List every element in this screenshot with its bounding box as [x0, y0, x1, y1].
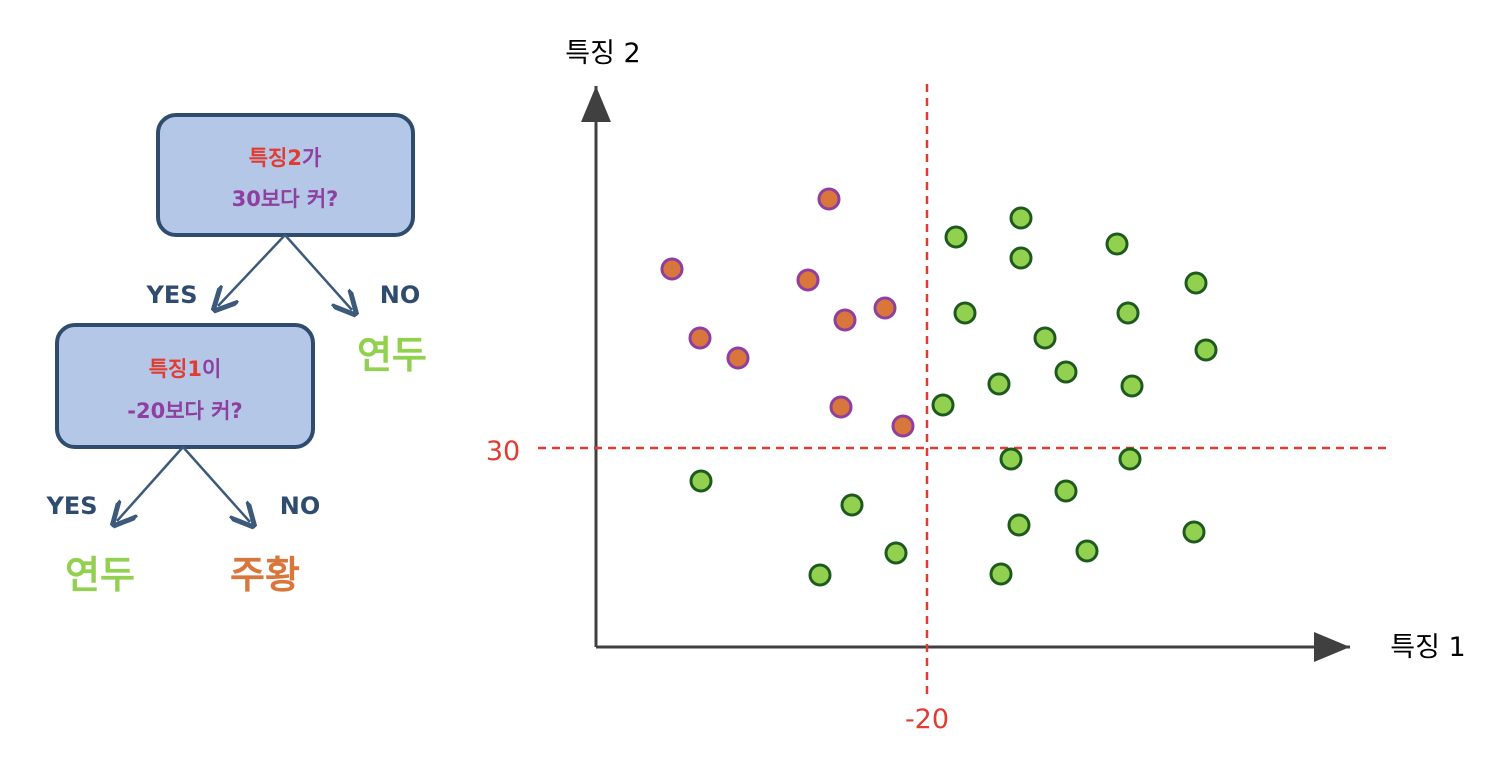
green-point	[1105, 232, 1129, 256]
root-no-leaf: 연두	[357, 333, 427, 377]
orange-point	[726, 346, 750, 370]
child-no-label: NO	[280, 492, 321, 520]
orange-point	[688, 326, 712, 350]
green-point	[953, 301, 977, 325]
child-feature: 특징1	[149, 357, 202, 381]
orange-point	[829, 395, 853, 419]
child-no-arrow	[182, 446, 250, 522]
child-node-line1: 특징1이	[149, 357, 222, 381]
scatter-plot: 특징 2 특징 1 -20 30	[486, 38, 1466, 735]
green-point	[989, 562, 1013, 586]
root-suffix: 가	[302, 146, 322, 170]
orange-point	[796, 268, 820, 292]
child-yes-leaf: 연두	[65, 553, 135, 597]
green-point	[1120, 374, 1144, 398]
orange-point	[873, 296, 897, 320]
green-point	[931, 393, 955, 417]
green-point	[1033, 326, 1057, 350]
root-no-arrow	[284, 234, 352, 310]
green-point	[1182, 520, 1206, 544]
green-point	[1054, 479, 1078, 503]
y-axis-label: 특징 2	[565, 38, 640, 69]
root-feature: 특징2	[249, 146, 302, 170]
child-yes-label: YES	[45, 492, 97, 520]
green-point	[1118, 447, 1142, 471]
green-point	[1184, 271, 1208, 295]
orange-point	[817, 187, 841, 211]
root-yes-label: YES	[145, 281, 197, 309]
child-yes-arrow	[117, 446, 184, 521]
green-point	[987, 372, 1011, 396]
root-node-box	[156, 113, 415, 237]
decision-tree: 특징2가 30보다 커? YES NO 연두 특징1이 -20보다 커? YES…	[45, 113, 427, 597]
green-point	[884, 541, 908, 565]
child-node-condition: -20보다 커?	[127, 399, 242, 423]
green-point	[1194, 338, 1218, 362]
green-point	[999, 447, 1023, 471]
green-point	[1009, 246, 1033, 270]
orange-point	[891, 414, 915, 438]
green-point	[1116, 301, 1140, 325]
green-point	[944, 225, 968, 249]
root-no-label: NO	[380, 281, 421, 309]
child-no-leaf: 주황	[230, 553, 300, 597]
root-node-condition: 30보다 커?	[232, 187, 339, 211]
orange-point	[660, 257, 684, 281]
root-node-line1: 특징2가	[249, 146, 322, 170]
child-suffix: 이	[202, 357, 221, 381]
green-point	[1007, 513, 1031, 537]
green-point	[1054, 360, 1078, 384]
root-yes-arrow	[218, 234, 286, 306]
green-point	[1075, 539, 1099, 563]
child-node-box	[55, 323, 315, 449]
x-axis-label: 특징 1	[1390, 632, 1465, 663]
green-point	[689, 469, 713, 493]
green-point	[808, 563, 832, 587]
scatter-points	[660, 187, 1218, 587]
orange-point	[833, 308, 857, 332]
green-point	[840, 493, 864, 517]
y-threshold-label: 30	[486, 436, 520, 467]
green-point	[1009, 206, 1033, 230]
x-threshold-label: -20	[905, 704, 949, 735]
